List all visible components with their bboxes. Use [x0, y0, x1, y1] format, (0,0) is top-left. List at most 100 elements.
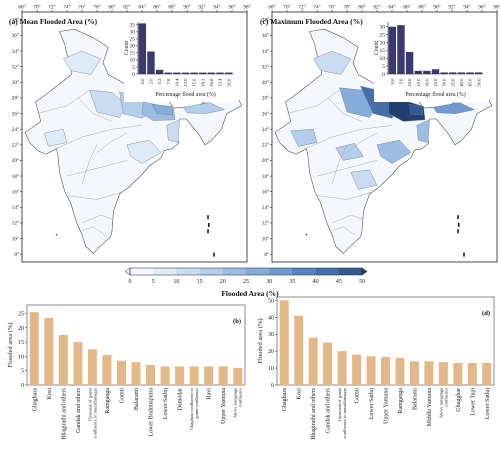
basin-region	[350, 169, 378, 190]
histogram-bar	[224, 72, 233, 74]
x-tick-label: 25.0	[433, 78, 438, 87]
lat-tick-label: 16°	[262, 188, 269, 195]
x-tick-label-line: confluence to muzaffarnagar	[92, 387, 97, 438]
basin-region	[335, 143, 364, 161]
y-tick-label: 0	[382, 72, 385, 78]
x-tick-label: Above ramgangaconfluence	[233, 388, 243, 418]
lat-tick-label: 36°	[12, 32, 19, 39]
lon-tick-label: 72°	[298, 4, 305, 11]
lon-tick-label: 88°	[418, 4, 425, 11]
lat-tick-label: 12°	[12, 220, 19, 227]
lat-tick-label: 18°	[262, 173, 269, 180]
bar	[189, 366, 199, 385]
x-tick-label-line: confluence	[238, 388, 243, 407]
island	[457, 229, 459, 234]
lat-tick-label: 10°	[12, 235, 19, 242]
y-tick-label: 20	[380, 40, 386, 46]
histogram-bar	[431, 69, 440, 74]
lon-tick-label: 98°	[493, 4, 500, 11]
bar	[453, 363, 463, 385]
colorbar-segment	[153, 268, 177, 275]
bar	[438, 362, 448, 385]
x-tick-label: Kosi	[47, 388, 53, 400]
y-tick-label: 5	[21, 369, 24, 375]
y-tick-label: 5	[382, 64, 385, 70]
x-tick-label: Ramganga	[398, 388, 404, 414]
basin-boundary	[316, 160, 378, 177]
lon-tick-label: 90°	[433, 4, 440, 11]
x-tick-label: Balarami	[134, 388, 140, 410]
y-tick-label: 0	[271, 383, 274, 389]
histogram-bar	[207, 72, 216, 74]
x-tick-label: Ghagghar	[456, 388, 462, 412]
histogram-bar	[216, 72, 224, 74]
colorbar-tick-label: 25	[243, 279, 249, 285]
basin-boundary	[66, 191, 124, 200]
x-tick-label: Damodar	[178, 388, 184, 410]
x-tick-label: 10.4	[174, 78, 179, 87]
y-axis-label: Flooded area (%)	[257, 318, 264, 363]
colorbar-label: Flooded Area (%)	[221, 289, 279, 298]
bar	[482, 363, 492, 385]
y-axis-label: Flooded area (%)	[7, 322, 14, 367]
map-panel-title: (a) Mean Flooded Area (%)	[9, 17, 98, 26]
lon-tick-label: 96°	[478, 4, 485, 11]
bar	[160, 366, 170, 385]
colorbar-tick-label: 45	[336, 279, 342, 285]
x-tick-label: 15.6	[192, 78, 197, 87]
x-tick-label-line: Upstream of gomti	[87, 387, 92, 421]
x-tick-label: Ghaghara	[32, 388, 38, 412]
y-tick-label: 25	[130, 37, 136, 43]
x-tick-label: Above ramgangaconfluence	[438, 388, 448, 418]
y-tick-label: 25	[18, 312, 24, 318]
x-tick-label: 23.4	[218, 78, 223, 87]
y-tick-label: 10	[130, 58, 136, 64]
lon-tick-label: 90°	[183, 4, 190, 11]
island	[458, 222, 460, 227]
basin-boundary	[331, 214, 363, 224]
island	[208, 222, 210, 227]
bar	[233, 367, 243, 385]
y-tick-label: 30	[130, 30, 136, 36]
histogram-bar	[457, 72, 466, 74]
bar	[44, 317, 54, 385]
y-tick-label: 5	[132, 65, 135, 71]
y-tick-label: 30	[380, 25, 386, 31]
y-tick-label: 15	[130, 51, 136, 57]
x-tick-label: Ravi	[207, 388, 213, 400]
basin-boundary	[66, 160, 128, 177]
basin-region	[313, 50, 352, 75]
basin-region	[166, 119, 180, 143]
bar	[175, 366, 185, 385]
map-panel-title: (c) Maximum Flooded Area (%)	[260, 17, 363, 26]
bar	[279, 300, 289, 385]
bar	[294, 315, 304, 385]
bar	[29, 312, 39, 385]
x-tick-label: Ghaghara confluence togomti confluence	[189, 387, 199, 430]
lat-tick-label: 26°	[262, 110, 269, 117]
colorbar-tick-label: 15	[197, 279, 203, 285]
x-tick-label: 10.0	[407, 78, 412, 87]
colorbar-arrow-high	[361, 267, 368, 276]
histogram-bar	[440, 72, 448, 74]
basin-boundary	[346, 132, 378, 153]
lat-tick-label: 28°	[12, 95, 19, 102]
basin-boundary	[331, 226, 355, 235]
x-tick-label: 5.2	[157, 78, 162, 84]
histogram-bar	[405, 51, 414, 74]
colorbar-tick-label: 5	[152, 279, 155, 285]
lon-tick-label: 74°	[63, 4, 70, 11]
basin-boundary	[331, 144, 348, 184]
island	[213, 252, 215, 257]
bar	[87, 349, 97, 385]
lon-tick-label: 98°	[243, 4, 250, 11]
histogram-bar	[474, 72, 483, 74]
colorbar-frame	[129, 267, 363, 276]
lon-tick-label: 70°	[33, 4, 40, 11]
y-tick-label: 15	[380, 48, 386, 54]
lat-tick-label: 22°	[12, 142, 19, 149]
bar	[308, 337, 318, 385]
lon-tick-label: 88°	[168, 4, 175, 11]
lat-tick-label: 14°	[262, 204, 269, 211]
